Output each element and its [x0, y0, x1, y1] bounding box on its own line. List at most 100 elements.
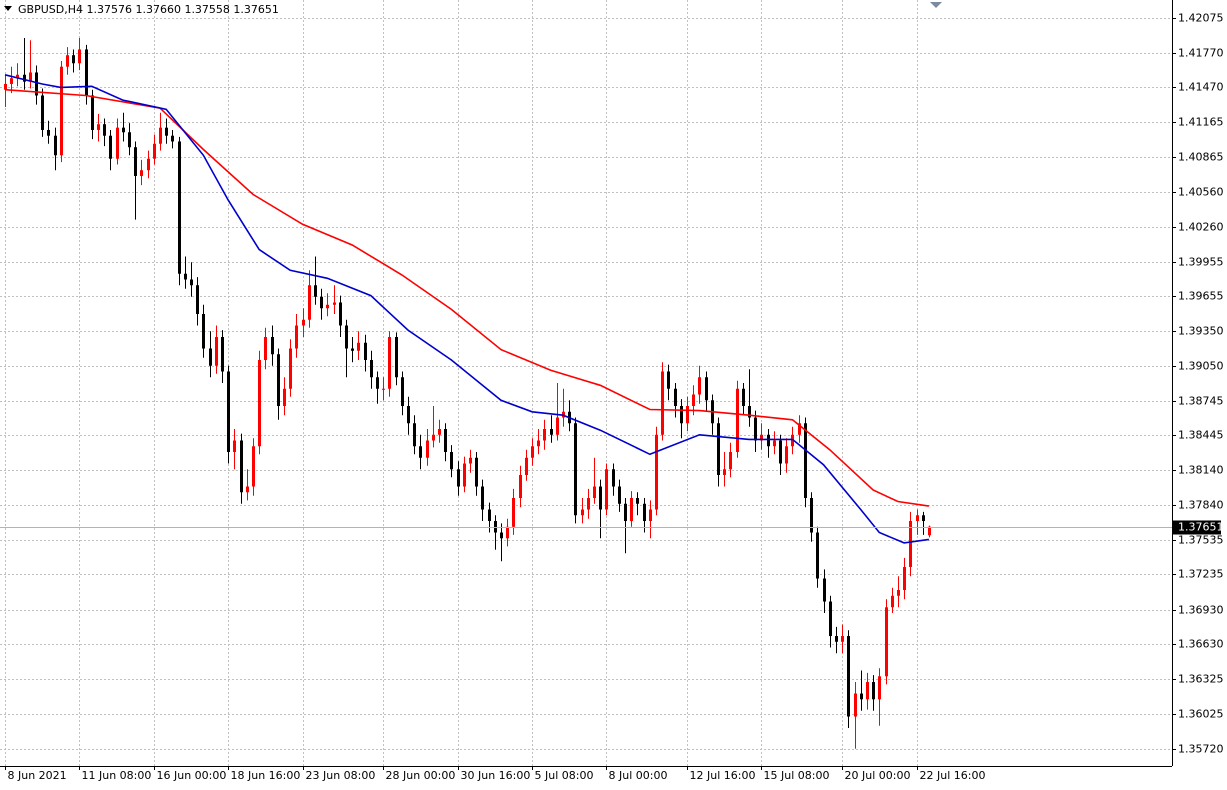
candle-body: [686, 406, 689, 424]
moving-average-line: [4, 74, 930, 544]
candle-body: [891, 595, 894, 608]
candle-body: [556, 417, 559, 435]
candle-body: [147, 158, 150, 171]
candle-body: [661, 371, 664, 435]
candle-body: [463, 463, 466, 487]
candle-body: [116, 127, 119, 159]
candle-body: [903, 567, 906, 591]
candle-body: [767, 434, 770, 447]
y-tick-label: 1.37235: [1178, 568, 1224, 581]
candle-body: [680, 406, 683, 424]
candle-body: [4, 83, 7, 90]
candle-body: [339, 302, 342, 326]
y-tick-label: 1.39955: [1178, 256, 1224, 269]
candle-body: [847, 636, 850, 717]
candle-body: [128, 132, 131, 148]
candle-body: [897, 590, 900, 596]
candle-body: [512, 498, 515, 527]
candle-body: [103, 124, 106, 136]
candle-body: [283, 388, 286, 407]
candle-body: [494, 521, 497, 533]
candle-body: [878, 676, 881, 700]
candle-body: [438, 429, 441, 435]
candle-body: [457, 469, 460, 487]
candle-body: [773, 440, 776, 447]
y-tick-label: 1.41770: [1178, 47, 1224, 60]
candle-body: [624, 503, 627, 522]
candle-body: [91, 95, 94, 130]
candle-body: [717, 423, 720, 476]
y-tick-label: 1.37535: [1178, 534, 1224, 547]
candle-body: [469, 457, 472, 464]
x-tick-label: 11 Jun 08:00: [82, 769, 152, 782]
candle-body: [60, 66, 63, 156]
y-tick-label: 1.41470: [1178, 81, 1224, 94]
candle-body: [364, 342, 367, 360]
candle-body: [885, 607, 888, 677]
candle-body: [388, 336, 391, 389]
candle-body: [333, 302, 336, 305]
candle-body: [674, 388, 677, 407]
grid: [0, 0, 1172, 766]
x-tick-label: 23 Jun 08:00: [306, 769, 376, 782]
candle-body: [550, 429, 553, 435]
candle-body: [202, 313, 205, 349]
candle-body: [41, 95, 44, 130]
candle-body: [264, 336, 267, 360]
candle-body: [574, 423, 577, 516]
candle-body: [444, 429, 447, 453]
y-tick-label: 1.35720: [1178, 743, 1224, 756]
candle-body: [426, 440, 429, 458]
candle-body: [140, 170, 143, 176]
candle-body: [109, 135, 112, 159]
candle-body: [308, 285, 311, 320]
candle-body: [171, 135, 174, 142]
candle-body: [407, 406, 410, 424]
candle-body: [326, 304, 329, 309]
candle-body: [320, 296, 323, 309]
candle-body: [395, 336, 398, 378]
candle-body: [636, 498, 639, 504]
candle-body: [376, 377, 379, 389]
candle-body: [227, 371, 230, 453]
candle-body: [872, 682, 875, 700]
x-tick-label: 28 Jun 00:00: [386, 769, 456, 782]
candle-body: [922, 515, 925, 522]
candle-body: [401, 377, 404, 407]
candle-body: [525, 457, 528, 476]
candle-body: [481, 486, 484, 510]
candle-body: [178, 141, 181, 274]
menu-arrow[interactable]: [4, 6, 12, 11]
candle-body: [643, 503, 646, 522]
x-tick-label: 16 Jun 00:00: [157, 769, 227, 782]
candle-body: [698, 377, 701, 395]
x-tick-label: 5 Jul 08:00: [535, 769, 594, 782]
candle-body: [302, 319, 305, 326]
candle-body: [810, 498, 813, 533]
candle-body: [233, 440, 236, 453]
candle-body: [804, 423, 807, 499]
candle-body: [829, 601, 832, 637]
candle-body: [314, 285, 317, 297]
candle-body: [779, 440, 782, 464]
candle-body: [370, 359, 373, 378]
candle-body: [382, 388, 385, 390]
candle-body: [618, 486, 621, 504]
candle-body: [593, 486, 596, 499]
candle-body: [835, 636, 838, 642]
y-tick-label: 1.38445: [1178, 429, 1224, 442]
candle-body: [488, 509, 491, 522]
candle-body: [854, 693, 857, 717]
candle-body: [736, 388, 739, 453]
candle-body: [10, 78, 13, 84]
candle-body: [450, 452, 453, 470]
shift-marker[interactable]: [930, 2, 942, 8]
candle-body: [29, 72, 32, 82]
y-tick-label: 1.40865: [1178, 151, 1224, 164]
candle-body: [630, 498, 633, 522]
candle-body: [754, 417, 757, 441]
candle-body: [16, 74, 19, 79]
candle-body: [246, 486, 249, 493]
candle-body: [605, 469, 608, 510]
